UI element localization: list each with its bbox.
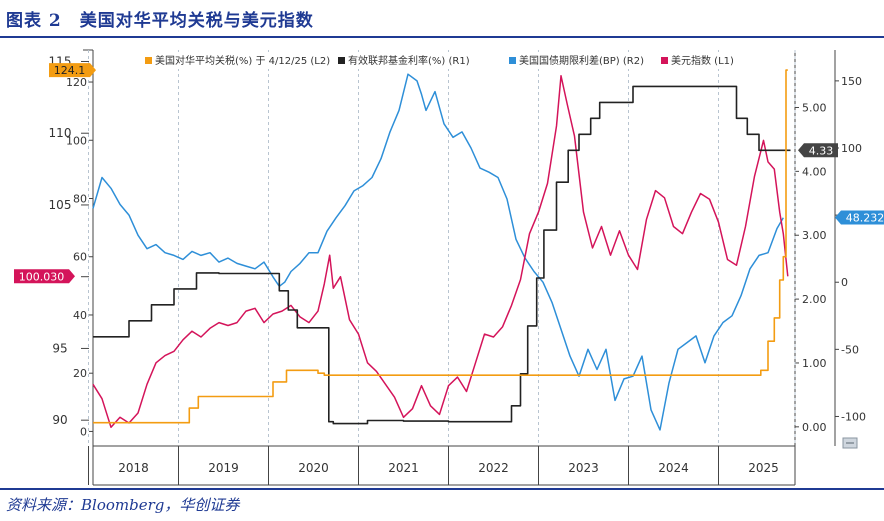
l2-tick-label: 60: [73, 251, 87, 264]
r2-tick-label: 0: [841, 276, 848, 289]
r2-tick-label: -100: [841, 410, 866, 423]
r2-tick-label: 150: [841, 75, 862, 88]
l1-tick-label: 110: [49, 126, 72, 140]
x-tick-label: 2019: [208, 461, 239, 475]
l2-tick-label: 20: [73, 367, 87, 380]
grid: [88, 50, 796, 446]
last-value-label: 100.030: [14, 269, 75, 284]
r2-tick-label: 100: [841, 142, 862, 155]
label-bg: [14, 269, 75, 284]
x-tick-label: 2023: [568, 461, 599, 475]
legend-swatch: [338, 57, 345, 64]
r1-tick-label: 3.00: [802, 229, 827, 242]
legend: 美国对华平均关税(%) 于 4/12/25 (L2) 有效联邦基金利率(%) (R…: [138, 52, 746, 69]
x-tick-label: 2018: [118, 461, 149, 475]
r1-tick-label: 1.00: [802, 357, 827, 370]
l2-tick-label: 40: [73, 309, 87, 322]
last-value-labels: 124.1 100.030 4.33 48.232: [14, 63, 884, 284]
last-value-label: 124.1: [49, 63, 96, 78]
l2-tick-label: 100: [66, 134, 87, 147]
label-text: 48.232: [846, 211, 884, 224]
l2-tick-label: 0: [80, 425, 87, 438]
series-lines: [92, 69, 791, 431]
x-tick-label: 2020: [298, 461, 329, 475]
x-tick-label: 2021: [388, 461, 419, 475]
l1-tick-label: 90: [52, 413, 67, 427]
legend-entry: 有效联邦基金利率(%) (R1): [348, 54, 470, 67]
source-rule: [0, 488, 884, 490]
label-text: 124.1: [54, 64, 86, 77]
x-tick-label: 2025: [748, 461, 779, 475]
label-bg: [835, 210, 884, 225]
series-line-r1: [93, 85, 791, 425]
l1-tick-label: 95: [52, 341, 67, 355]
r1-tick-label: 4.00: [802, 165, 827, 178]
label-bg: [798, 143, 838, 158]
r1-tick-label: 2.00: [802, 293, 827, 306]
legend-swatch: [661, 57, 668, 64]
l1-tick-label: 105: [49, 198, 72, 212]
legend-entry: 美元指数 (L1): [671, 54, 734, 67]
legend-swatch: [509, 57, 516, 64]
label-text: 4.33: [809, 144, 834, 157]
plot-frame: [81, 49, 839, 486]
last-value-label: 48.232: [835, 210, 884, 224]
l2-tick-label: 80: [73, 193, 87, 206]
title-rule: [0, 36, 884, 38]
last-value-label: 4.33: [798, 143, 838, 158]
l2-tick-label: 120: [66, 76, 87, 89]
legend-box: [138, 52, 746, 69]
figure-title: 图表 2 美国对华平均关税与美元指数: [6, 11, 314, 31]
legend-entry: 美国对华平均关税(%) 于 4/12/25 (L2): [155, 54, 330, 67]
x-tick-label: 2024: [658, 461, 689, 475]
series-line-l2: [93, 69, 788, 424]
r2-tick-label: -50: [841, 343, 859, 356]
r1-tick-label: 5.00: [802, 101, 827, 114]
label-bg: [49, 63, 96, 78]
legend-swatch: [145, 57, 152, 64]
series-line-r2: [92, 73, 784, 431]
corner-icon: [842, 437, 858, 449]
source-note: 资料来源：Bloomberg，华创证券: [6, 496, 240, 514]
r1-tick-label: 0.00: [802, 421, 827, 434]
chart: 2018201920202021202220232024202590951001…: [14, 49, 884, 486]
x-tick-label: 2022: [478, 461, 509, 475]
label-text: 100.030: [19, 270, 65, 283]
series-line-l1: [92, 75, 789, 429]
legend-entry: 美国国债期限利差(BP) (R2): [519, 54, 644, 67]
